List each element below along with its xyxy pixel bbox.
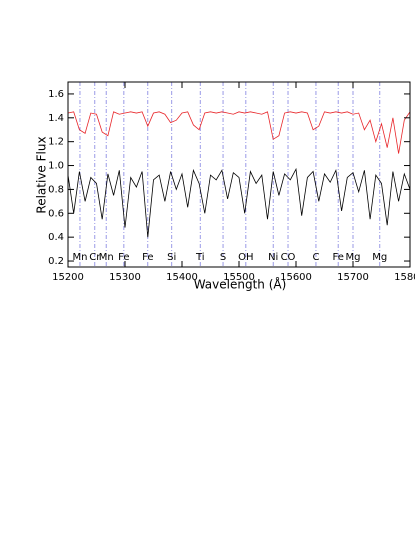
element-label: Mn: [99, 252, 114, 263]
element-label: Fe: [142, 252, 153, 263]
element-label: Fe: [118, 252, 129, 263]
x-tick-label: 15800: [394, 272, 415, 283]
y-axis-label: Relative Flux: [35, 136, 49, 213]
element-label: OH: [238, 252, 253, 263]
y-tick-label: 0.2: [48, 256, 64, 267]
element-label: CO: [281, 252, 296, 263]
x-axis-label: Wavelength (Å): [194, 277, 287, 292]
spectrum-line: [67, 167, 411, 238]
y-tick-label: 1.6: [48, 89, 64, 100]
element-label: Fe: [333, 252, 344, 263]
element-label: Ni: [268, 252, 278, 263]
x-tick-label: 15700: [337, 272, 369, 283]
spectrum-line: [67, 111, 411, 154]
y-tick-label: 0.4: [48, 232, 64, 243]
y-tick-label: 1.4: [48, 113, 64, 124]
x-tick-label: 15200: [52, 272, 84, 283]
element-label: Mg: [346, 252, 361, 263]
element-label: Mg: [372, 252, 387, 263]
y-tick-label: 1.0: [48, 161, 64, 172]
element-label: Mn: [72, 252, 87, 263]
element-label: Si: [167, 252, 176, 263]
x-tick-label: 15300: [109, 272, 141, 283]
x-tick-label: 15400: [166, 272, 198, 283]
plot-frame: [67, 81, 411, 268]
x-tick-label: 15500: [223, 272, 255, 283]
element-label: C: [312, 252, 319, 263]
y-tick-label: 1.2: [48, 137, 64, 148]
y-tick-label: 0.8: [48, 184, 64, 195]
element-label: Cr: [89, 252, 101, 263]
x-tick-label: 15600: [280, 272, 312, 283]
element-label: S: [220, 252, 226, 263]
y-tick-label: 0.6: [48, 208, 64, 219]
element-label: Ti: [195, 252, 205, 263]
